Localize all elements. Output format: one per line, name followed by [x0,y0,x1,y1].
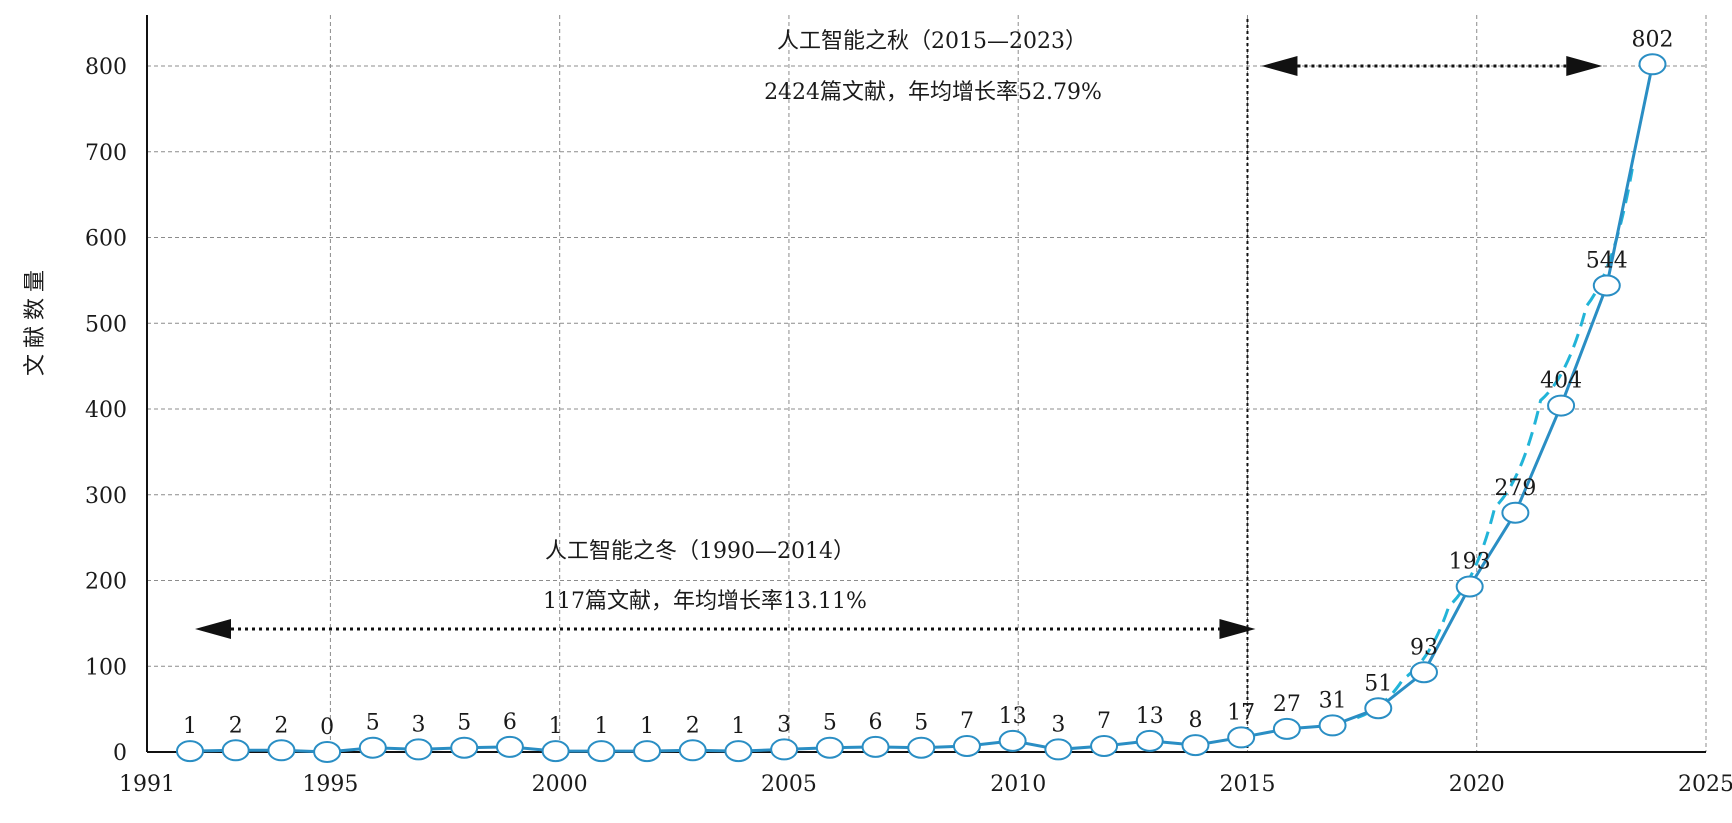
data-label-2019: 193 [1449,550,1491,575]
y-tick-label: 800 [85,55,127,80]
data-point-1991 [176,740,204,763]
data-label-2013: 8 [1188,708,1202,733]
x-tick-label: 2005 [761,772,817,797]
data-label-2008: 7 [960,709,974,734]
x-tick-label: 2020 [1449,772,1505,797]
x-tick-label: 2010 [990,772,1046,797]
data-point-2020 [1501,501,1530,524]
data-label-1999: 1 [549,714,563,739]
data-label-2022: 544 [1586,249,1628,274]
data-label-2012: 13 [1136,704,1164,729]
data-label-2000: 1 [594,714,608,739]
data-point-2012 [1135,729,1164,752]
data-label-2007: 5 [914,711,928,736]
data-label-2021: 404 [1540,369,1582,394]
data-point-2018 [1409,661,1438,684]
data-point-2013 [1181,734,1210,757]
data-label-2002: 2 [686,713,700,738]
winter-arrow-right-head [1219,619,1256,639]
autumn-arrow-left-head [1261,56,1298,76]
data-point-2010 [1044,738,1073,761]
data-point-1999 [541,740,570,763]
y-tick-label: 100 [85,655,127,680]
data-point-2009 [998,729,1027,752]
data-label-2011: 7 [1097,709,1111,734]
data-point-2006 [861,735,890,758]
y-tick-label: 600 [85,227,127,252]
data-label-2018: 93 [1410,635,1438,660]
y-tick-label: 300 [85,484,127,509]
data-point-2014 [1227,726,1256,749]
data-point-1995 [358,736,387,759]
data-label-2016: 31 [1319,688,1347,713]
autumn-period-stats: 2424篇文献，年均增长率52.79% [764,80,1102,105]
data-point-1994 [313,741,342,763]
annotations: 人工智能之冬（1990—2014） 117篇文献，年均增长率13.11% 人工智能之… [195,19,1603,752]
y-axis-label: 文献数量 [23,264,48,376]
y-tick-label: 0 [113,741,127,766]
autumn-period-title: 人工智能之秋（2015—2023） [777,29,1087,54]
labels: 1 2 2 0 5 3 5 6 1 1 1 2 1 3 5 6 5 7 13 3 7 13 8 17 27 31519319327… [183,27,1673,740]
data-point-2011 [1090,734,1119,757]
data-label-1992: 2 [229,713,243,738]
winter-arrow-left-head [195,619,231,639]
data-point-2023 [1638,53,1667,76]
data-point-1996 [404,738,433,761]
data-label-2017: 51 [1364,671,1392,696]
data-point-2016 [1318,714,1347,737]
data-label-2004: 3 [777,712,791,737]
data-label-2009: 13 [999,704,1027,729]
data-point-1997 [450,736,479,759]
data-point-2000 [587,740,616,763]
data-point-2002 [678,739,707,762]
data-point-2008 [952,734,981,757]
data-label-2014: 17 [1227,700,1255,725]
y-tick-label: 500 [85,312,127,337]
data-label-2010: 3 [1051,712,1065,737]
y-tick-label: 200 [85,570,127,595]
y-tick-label: 400 [85,398,127,423]
data-point-2017 [1364,697,1393,720]
data-point-2001 [633,740,662,763]
data-label-2006: 6 [869,710,883,735]
x-tick-label: 2000 [532,772,588,797]
data-label-2001: 1 [640,714,654,739]
data-point-2015 [1272,717,1301,740]
axes: 0 100 200 300 400 500 600 700 800 1991 1995 2000 200… [23,15,1732,797]
data-label-1993: 2 [274,713,288,738]
x-tick-label: 1995 [302,772,358,797]
data-label-2020: 279 [1494,476,1536,501]
data-label-1991: 1 [183,714,197,739]
data-point-2019 [1455,575,1484,598]
autumn-arrow-right-head [1566,56,1603,76]
data-point-2005 [815,736,844,759]
data-point-2007 [907,736,936,759]
x-tick-label: 1991 [119,772,175,797]
data-label-1997: 5 [457,711,471,736]
data-label-2003: 1 [731,714,745,739]
data-label-1995: 5 [366,711,380,736]
winter-period-stats: 117篇文献，年均增长率13.11% [543,589,867,614]
data-label-2015: 27 [1273,692,1301,717]
series [176,53,1667,763]
grid [147,15,1707,752]
data-point-1993 [267,739,296,762]
data-label-2005: 5 [823,711,837,736]
data-point-1998 [495,735,524,758]
data-label-1996: 3 [412,712,426,737]
data-point-2003 [724,740,753,763]
data-point-1992 [221,739,250,762]
x-tick-label: 2025 [1678,772,1732,797]
data-point-2004 [770,738,799,761]
data-label-1994: 0 [320,715,334,740]
data-label-2023: 802 [1631,27,1673,52]
data-point-2022 [1592,274,1621,297]
x-tick-label: 2015 [1219,772,1275,797]
winter-period-title: 人工智能之冬（1990—2014） [545,539,855,564]
y-tick-label: 700 [85,141,127,166]
data-label-1998: 6 [503,710,517,735]
data-point-2021 [1547,394,1576,417]
